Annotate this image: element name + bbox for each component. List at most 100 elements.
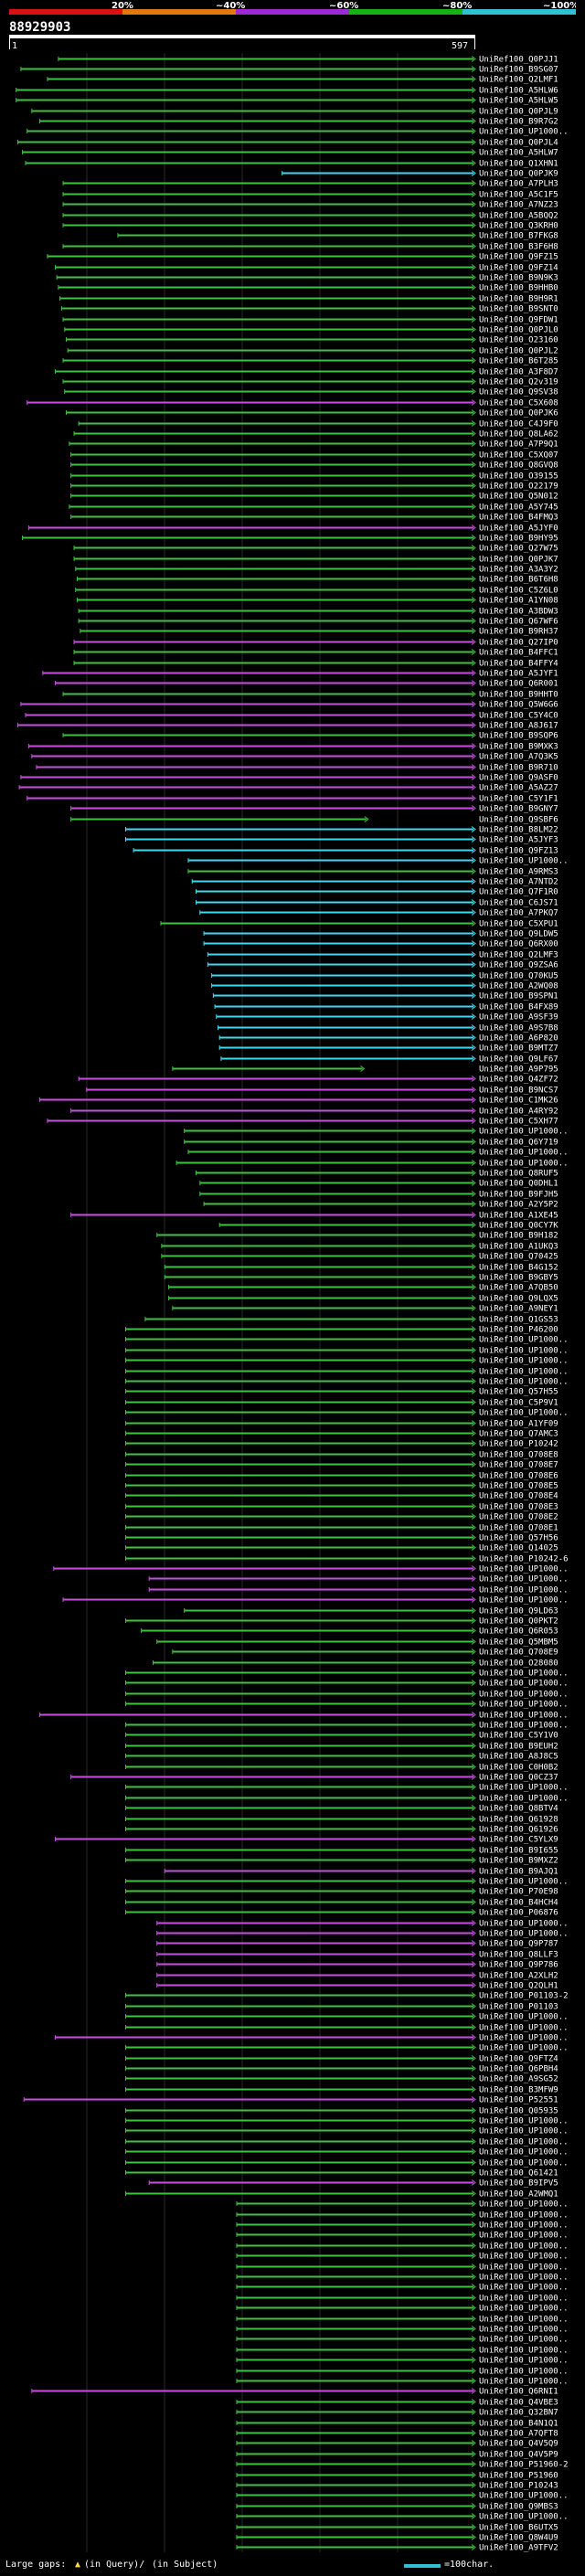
hit-label[interactable]: UniRef100_B9MXK3 [479, 743, 558, 752]
hit-label[interactable]: UniRef100_B4G152 [479, 1264, 558, 1273]
hit-label[interactable]: UniRef100_C1MK26 [479, 1097, 558, 1106]
hit-label[interactable]: UniRef100_Q0PJL9 [479, 108, 558, 117]
hit-label[interactable]: UniRef100_Q708E4 [479, 1492, 558, 1501]
hit-label[interactable]: UniRef100_Q9FDW1 [479, 316, 558, 325]
hit-label[interactable]: UniRef100_Q6RNI1 [479, 2388, 558, 2397]
hit-label[interactable]: UniRef100_B9IPV5 [479, 2179, 558, 2189]
hit-label[interactable]: UniRef100_A9SG52 [479, 2075, 558, 2084]
hit-label[interactable]: UniRef100_Q0CY7K [479, 1222, 558, 1231]
hit-label[interactable]: UniRef100_B9SNT0 [479, 305, 558, 314]
hit-label[interactable]: UniRef100_B9GNY7 [479, 805, 558, 814]
hit-label[interactable]: UniRef100_UP1000.. [479, 2336, 569, 2345]
hit-label[interactable]: UniRef100_UP1000.. [479, 128, 569, 137]
hit-label[interactable]: UniRef100_Q9FZ15 [479, 253, 558, 262]
hit-label[interactable]: UniRef100_C5X608 [479, 399, 558, 408]
hit-label[interactable]: UniRef100_B9HY95 [479, 535, 558, 544]
hit-label[interactable]: UniRef100_Q9LQX5 [479, 1295, 558, 1304]
hit-label[interactable]: UniRef100_B9HHT0 [479, 691, 558, 700]
hit-label[interactable]: UniRef100_UP1000.. [479, 1712, 569, 1721]
hit-label[interactable]: UniRef100_B8LM22 [479, 826, 558, 835]
hit-label[interactable]: UniRef100_UP1000.. [479, 1149, 569, 1158]
hit-label[interactable]: UniRef100_UP1000.. [479, 2138, 569, 2147]
hit-label[interactable]: UniRef100_Q2LMF3 [479, 951, 558, 960]
hit-label[interactable]: UniRef100_B9NCS7 [479, 1087, 558, 1096]
hit-label[interactable]: UniRef100_Q0PJK7 [479, 556, 558, 565]
hit-label[interactable]: UniRef100_C5XQ07 [479, 451, 558, 461]
hit-label[interactable]: UniRef100_Q8BTV4 [479, 1805, 558, 1814]
hit-label[interactable]: UniRef100_UP1000.. [479, 2034, 569, 2043]
hit-label[interactable]: UniRef100_Q8GVQ8 [479, 461, 558, 471]
hit-label[interactable]: UniRef100_B9R710 [479, 764, 558, 773]
hit-label[interactable]: UniRef100_UP1000.. [479, 1920, 569, 1929]
hit-label[interactable]: UniRef100_UP1000.. [479, 2357, 569, 2366]
hit-label[interactable]: UniRef100_Q9FZ14 [479, 264, 558, 273]
hit-label[interactable]: UniRef100_UP1000.. [479, 2492, 569, 2501]
hit-label[interactable]: UniRef100_P01103-2 [479, 1992, 569, 2001]
hit-label[interactable]: UniRef100_A5JYF0 [479, 525, 558, 534]
hit-label[interactable]: UniRef100_B9I655 [479, 1847, 558, 1856]
hit-label[interactable]: UniRef100_UP1000.. [479, 2513, 569, 2522]
hit-label[interactable]: UniRef100_Q708E6 [479, 1472, 558, 1481]
hit-label[interactable]: UniRef100_A7P9Q1 [479, 440, 558, 450]
hit-label[interactable]: UniRef100_Q0PJL2 [479, 347, 558, 356]
hit-label[interactable]: UniRef100_UP1000.. [479, 2024, 569, 2033]
hit-label[interactable]: UniRef100_P01103 [479, 2003, 558, 2012]
hit-label[interactable]: UniRef100_Q9P786 [479, 1961, 558, 1970]
hit-label[interactable]: UniRef100_UP1000.. [479, 1722, 569, 1731]
hit-label[interactable]: UniRef100_B9HHB0 [479, 284, 558, 293]
hit-label[interactable]: UniRef100_B9EUH2 [479, 1743, 558, 1752]
hit-label[interactable]: UniRef100_Q0PJL4 [479, 139, 558, 148]
hit-label[interactable]: UniRef100_A1XE45 [479, 1212, 558, 1221]
hit-label[interactable]: UniRef100_Q8LLF3 [479, 1951, 558, 1960]
hit-label[interactable]: UniRef100_P06876 [479, 1909, 558, 1918]
hit-label[interactable]: UniRef100_B9H182 [479, 1232, 558, 1241]
hit-label[interactable]: UniRef100_Q9ASF0 [479, 774, 558, 783]
hit-label[interactable]: UniRef100_Q6PBH4 [479, 2065, 558, 2074]
hit-label[interactable]: UniRef100_Q5N012 [479, 493, 558, 502]
hit-label[interactable]: UniRef100_P10242 [479, 1440, 558, 1449]
hit-label[interactable]: UniRef100_A9SF39 [479, 1013, 558, 1023]
hit-label[interactable]: UniRef100_B3MFW9 [479, 2086, 558, 2095]
hit-label[interactable]: UniRef100_Q67WF6 [479, 618, 558, 627]
hit-label[interactable]: UniRef100_Q0PJK6 [479, 409, 558, 419]
hit-label[interactable]: UniRef100_Q61926 [479, 1826, 558, 1835]
hit-label[interactable]: UniRef100_A3BDW3 [479, 608, 558, 617]
hit-label[interactable]: UniRef100_C5Y1V0 [479, 1732, 558, 1741]
hit-label[interactable]: UniRef100_Q0PJL0 [479, 326, 558, 335]
hit-label[interactable]: UniRef100_UP1000.. [479, 2127, 569, 2136]
hit-label[interactable]: UniRef100_Q61421 [479, 2169, 558, 2178]
hit-label[interactable]: UniRef100_Q9SV38 [479, 388, 558, 398]
hit-label[interactable]: UniRef100_Q708E8 [479, 1451, 558, 1460]
hit-label[interactable]: UniRef100_C5P9V1 [479, 1399, 558, 1408]
hit-label[interactable]: UniRef100_UP1000.. [479, 2253, 569, 2262]
hit-label[interactable]: UniRef100_C5Y4C0 [479, 712, 558, 721]
hit-label[interactable]: UniRef100_Q8RUF5 [479, 1170, 558, 1179]
hit-label[interactable]: UniRef100_Q57H55 [479, 1388, 558, 1397]
hit-label[interactable]: UniRef100_Q1GS53 [479, 1316, 558, 1325]
hit-label[interactable]: UniRef100_A2WMQ1 [479, 2190, 558, 2200]
hit-label[interactable]: UniRef100_Q6Y719 [479, 1139, 558, 1148]
hit-label[interactable]: UniRef100_UP1000.. [479, 2148, 569, 2157]
hit-label[interactable]: UniRef100_UP1000.. [479, 1596, 569, 1606]
hit-label[interactable]: UniRef100_B9R7G2 [479, 118, 558, 127]
hit-label[interactable]: UniRef100_A7NTD2 [479, 878, 558, 887]
hit-label[interactable]: UniRef100_Q9FZ13 [479, 847, 558, 856]
hit-label[interactable]: UniRef100_A3F8D7 [479, 368, 558, 377]
hit-label[interactable]: UniRef100_A9TFV2 [479, 2544, 558, 2553]
hit-label[interactable]: UniRef100_UP1000.. [479, 2231, 569, 2241]
hit-label[interactable]: UniRef100_P10242-6 [479, 1555, 569, 1564]
hit-label[interactable]: UniRef100_UP1000.. [479, 1930, 569, 1939]
hit-label[interactable]: UniRef100_A3A3Y2 [479, 566, 558, 575]
hit-label[interactable]: UniRef100_Q3KRH0 [479, 222, 558, 231]
hit-label[interactable]: UniRef100_Q4VBE3 [479, 2399, 558, 2408]
hit-label[interactable]: UniRef100_UP1000.. [479, 2368, 569, 2377]
hit-label[interactable]: UniRef100_O28080 [479, 1659, 558, 1669]
hit-label[interactable]: UniRef100_Q61928 [479, 1816, 558, 1825]
hit-label[interactable]: UniRef100_A8J617 [479, 722, 558, 731]
hit-label[interactable]: UniRef100_O39155 [479, 472, 558, 482]
hit-label[interactable]: UniRef100_Q708E3 [479, 1503, 558, 1512]
hit-label[interactable]: UniRef100_A5HLW7 [479, 149, 558, 158]
hit-label[interactable]: UniRef100_C5Z6L0 [479, 587, 558, 596]
hit-label[interactable]: UniRef100_A7Q3K5 [479, 753, 558, 762]
hit-label[interactable]: UniRef100_P51960-2 [479, 2461, 569, 2470]
